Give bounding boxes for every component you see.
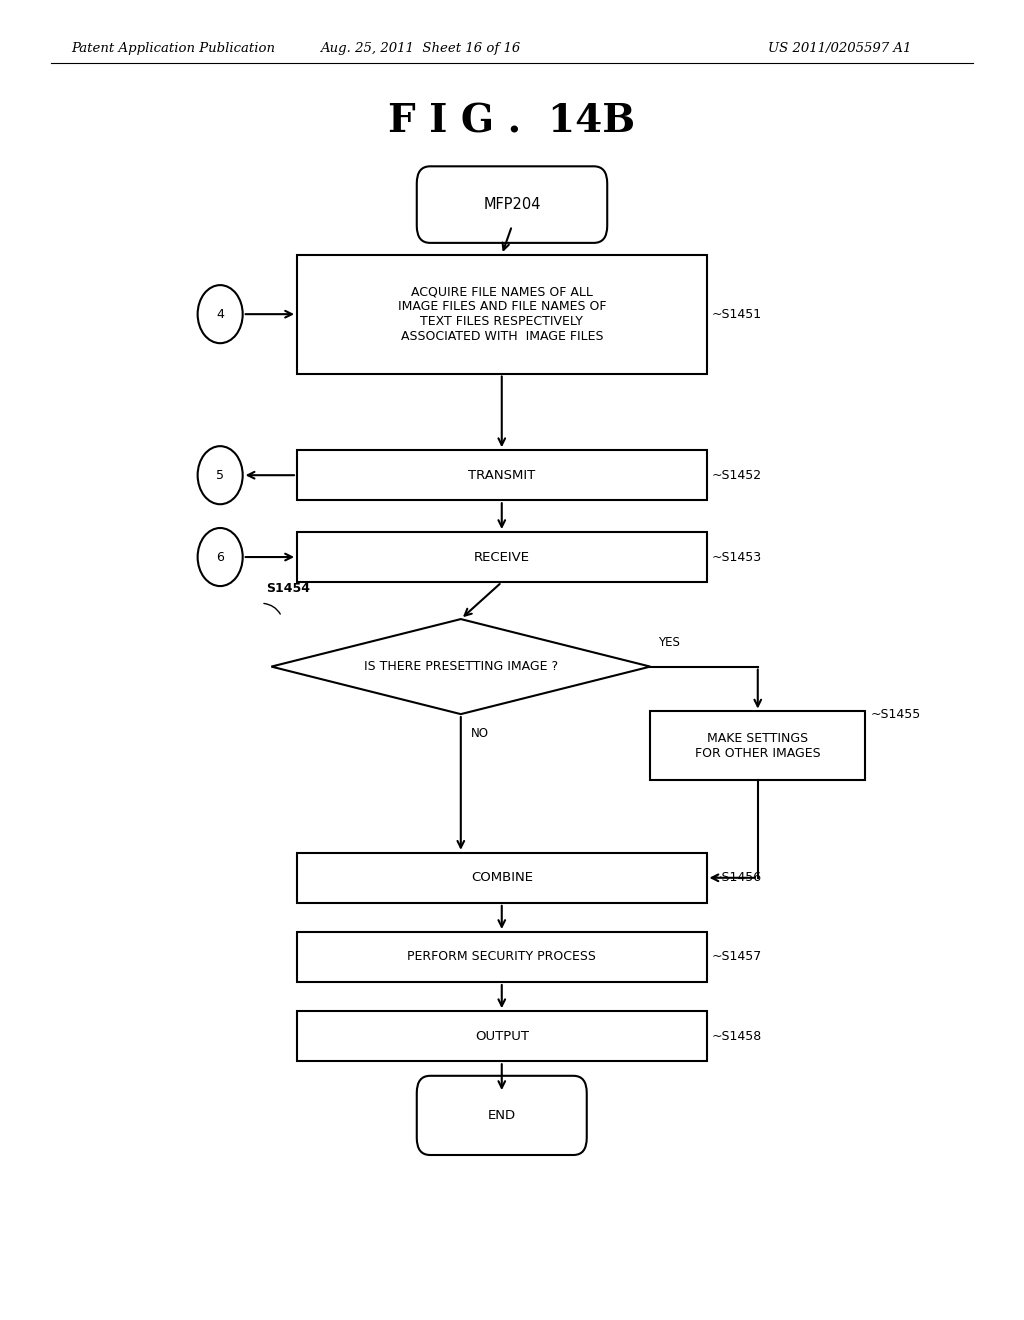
FancyBboxPatch shape: [650, 711, 865, 780]
Text: ~S1455: ~S1455: [870, 708, 921, 721]
Text: 6: 6: [216, 550, 224, 564]
Text: ~S1457: ~S1457: [712, 950, 762, 964]
Text: 4: 4: [216, 308, 224, 321]
Text: US 2011/0205597 A1: US 2011/0205597 A1: [768, 42, 911, 55]
Text: RECEIVE: RECEIVE: [474, 550, 529, 564]
Text: TRANSMIT: TRANSMIT: [468, 469, 536, 482]
FancyBboxPatch shape: [417, 166, 607, 243]
Text: Aug. 25, 2011  Sheet 16 of 16: Aug. 25, 2011 Sheet 16 of 16: [319, 42, 520, 55]
Text: NO: NO: [471, 727, 489, 741]
Text: MFP204: MFP204: [483, 197, 541, 213]
Text: S1454: S1454: [266, 582, 310, 595]
Text: F I G .  14B: F I G . 14B: [388, 103, 636, 140]
Circle shape: [198, 285, 243, 343]
FancyBboxPatch shape: [297, 532, 707, 582]
Circle shape: [198, 446, 243, 504]
Text: PERFORM SECURITY PROCESS: PERFORM SECURITY PROCESS: [408, 950, 596, 964]
Text: END: END: [487, 1109, 516, 1122]
Text: Patent Application Publication: Patent Application Publication: [72, 42, 275, 55]
Text: ~S1453: ~S1453: [712, 550, 762, 564]
Text: ~S1451: ~S1451: [712, 308, 762, 321]
Text: 5: 5: [216, 469, 224, 482]
FancyBboxPatch shape: [417, 1076, 587, 1155]
FancyBboxPatch shape: [297, 255, 707, 374]
Text: MAKE SETTINGS
FOR OTHER IMAGES: MAKE SETTINGS FOR OTHER IMAGES: [695, 731, 820, 760]
Text: ACQUIRE FILE NAMES OF ALL
IMAGE FILES AND FILE NAMES OF
TEXT FILES RESPECTIVELY
: ACQUIRE FILE NAMES OF ALL IMAGE FILES AN…: [397, 285, 606, 343]
Text: ~S1452: ~S1452: [712, 469, 762, 482]
FancyBboxPatch shape: [297, 450, 707, 500]
FancyBboxPatch shape: [297, 932, 707, 982]
FancyBboxPatch shape: [297, 853, 707, 903]
Text: IS THERE PRESETTING IMAGE ?: IS THERE PRESETTING IMAGE ?: [364, 660, 558, 673]
Text: OUTPUT: OUTPUT: [475, 1030, 528, 1043]
Text: ~S1456: ~S1456: [712, 871, 762, 884]
FancyBboxPatch shape: [297, 1011, 707, 1061]
Text: ~S1458: ~S1458: [712, 1030, 762, 1043]
Text: COMBINE: COMBINE: [471, 871, 532, 884]
Text: YES: YES: [658, 636, 680, 649]
Polygon shape: [271, 619, 650, 714]
Circle shape: [198, 528, 243, 586]
